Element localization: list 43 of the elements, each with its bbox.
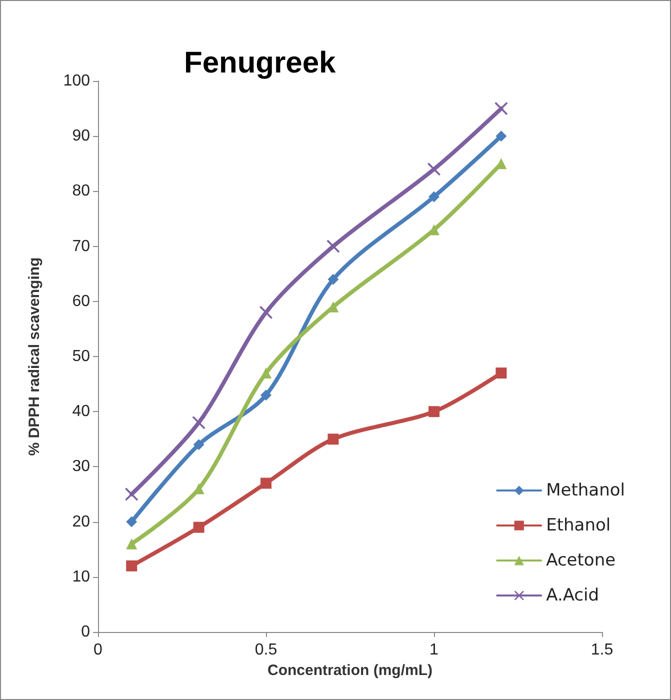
point: [494, 102, 508, 116]
legend-label: A.Acid: [546, 586, 600, 606]
chart-title: Fenugreek: [184, 46, 336, 80]
point: [193, 522, 204, 533]
point: [326, 240, 340, 253]
y-tick-label: 10: [72, 568, 90, 586]
y-tick-label: 60: [72, 292, 90, 310]
point: [428, 162, 440, 176]
point: [192, 416, 206, 430]
y-axis-title: % DPPH radical scavenging: [26, 257, 43, 456]
point: [260, 368, 272, 379]
x-tick-label: 1: [430, 642, 439, 658]
y-tick-label: 70: [72, 238, 90, 255]
point: [126, 560, 138, 572]
point: [260, 306, 272, 319]
point: [125, 488, 138, 501]
y-tick-label: 90: [72, 128, 90, 145]
point: [126, 538, 138, 550]
point: [328, 434, 339, 445]
legend-label: Acetone: [546, 550, 616, 570]
point: [496, 368, 507, 379]
x-axis-title: Concentration (mg/mL): [268, 662, 432, 679]
point: [260, 390, 272, 401]
y-tick-label: 40: [72, 403, 90, 420]
point: [260, 478, 272, 489]
point: [328, 274, 339, 285]
y-tick-label: 30: [72, 458, 90, 476]
y-tick-label: 0: [81, 624, 90, 640]
y-tick-label: 50: [72, 348, 90, 365]
point: [126, 516, 138, 528]
y-tick-label: 20: [72, 513, 90, 530]
point: [428, 191, 440, 202]
point: [428, 406, 440, 418]
point: [193, 439, 204, 450]
legend-label: Ethanol: [546, 516, 611, 536]
point: [428, 224, 440, 236]
x-tick-label: 0: [94, 642, 103, 658]
x-tick-label: 0.5: [254, 642, 278, 658]
x-tick-label: 1.5: [590, 642, 614, 658]
y-tick-label: 100: [63, 72, 90, 90]
legend-label: Methanol: [546, 480, 626, 500]
y-tick-label: 80: [72, 182, 90, 200]
point: [496, 130, 507, 142]
